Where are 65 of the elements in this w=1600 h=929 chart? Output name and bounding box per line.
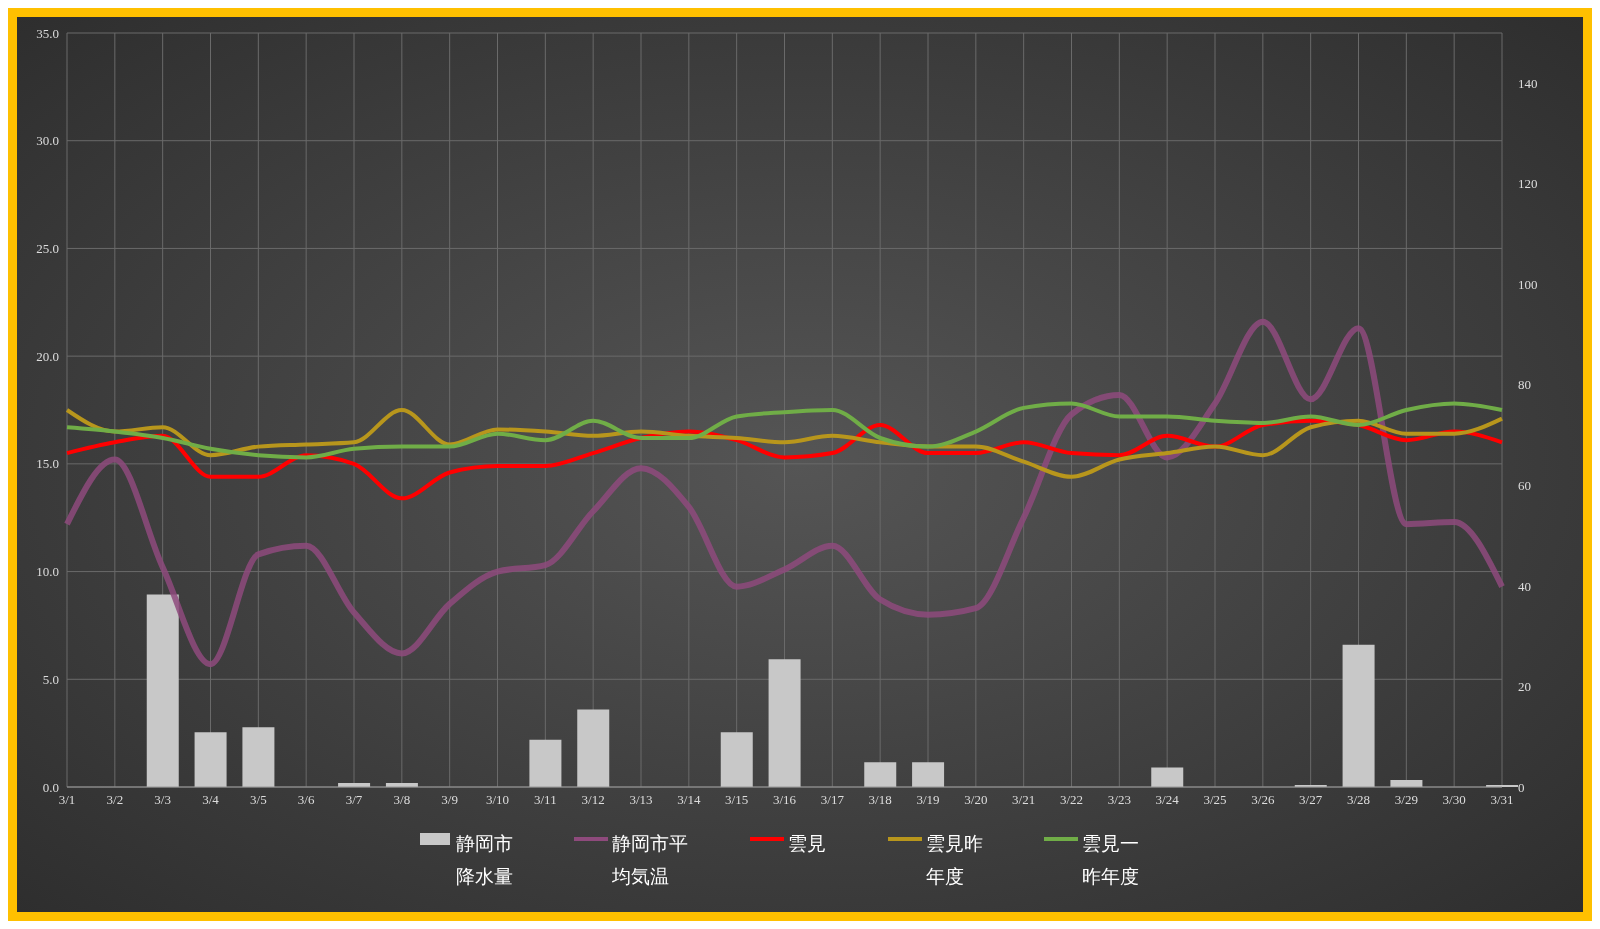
x-tick-label: 3/14 bbox=[677, 792, 701, 808]
x-tick-label: 3/20 bbox=[964, 792, 988, 808]
y-tick-label: 5.0 bbox=[42, 671, 59, 687]
y2-tick-label: 80 bbox=[1518, 377, 1531, 393]
x-tick-label: 3/8 bbox=[393, 792, 411, 808]
x-tick-label: 3/7 bbox=[345, 792, 363, 808]
x-tick-label: 3/22 bbox=[1059, 792, 1084, 808]
y2-tick-label: 140 bbox=[1518, 75, 1538, 91]
x-tick-label: 3/27 bbox=[1299, 792, 1323, 808]
x-tick-label: 3/2 bbox=[106, 792, 124, 808]
bar bbox=[529, 739, 562, 787]
legend-label: 静岡市降水量 bbox=[456, 831, 514, 889]
x-tick-label: 3/3 bbox=[154, 792, 171, 808]
y-tick-label: 10.0 bbox=[36, 564, 59, 580]
x-tick-label: 3/19 bbox=[916, 792, 940, 808]
y2-tick-label: 100 bbox=[1518, 276, 1538, 292]
bar bbox=[720, 732, 753, 787]
legend-label: 静岡市平均気温 bbox=[612, 831, 689, 889]
x-tick-label: 3/28 bbox=[1346, 792, 1371, 808]
x-tick-label: 3/25 bbox=[1203, 792, 1227, 808]
line-series bbox=[65, 401, 1504, 460]
x-tick-label: 3/6 bbox=[297, 792, 315, 808]
bar bbox=[194, 732, 227, 787]
y2-tick-label: 40 bbox=[1518, 578, 1531, 594]
x-tick-label: 3/13 bbox=[629, 792, 653, 808]
y2-tick-label: 120 bbox=[1518, 176, 1538, 192]
x-tick-label: 3/1 bbox=[58, 792, 76, 808]
bar bbox=[146, 594, 179, 787]
y-tick-label: 20.0 bbox=[36, 348, 59, 364]
x-tick-label: 3/9 bbox=[441, 792, 458, 808]
bar bbox=[768, 659, 801, 787]
y2-tick-label: 0 bbox=[1518, 779, 1525, 795]
x-tick-label: 3/11 bbox=[534, 792, 557, 808]
y-tick-label: 25.0 bbox=[36, 241, 59, 257]
line-series bbox=[65, 408, 1504, 479]
x-tick-label: 3/12 bbox=[581, 792, 605, 808]
y-tick-label: 35.0 bbox=[36, 25, 59, 41]
x-tick-label: 3/30 bbox=[1442, 792, 1466, 808]
legend-label: 雲見昨年度 bbox=[926, 831, 984, 889]
bar bbox=[912, 762, 945, 787]
x-tick-label: 3/10 bbox=[485, 792, 510, 808]
x-tick-label: 3/18 bbox=[868, 792, 892, 808]
x-tick-label: 3/15 bbox=[725, 792, 749, 808]
legend-label: 雲見一昨年度 bbox=[1082, 831, 1140, 889]
y-tick-label: 15.0 bbox=[36, 456, 59, 472]
x-tick-label: 3/26 bbox=[1251, 792, 1275, 808]
bar bbox=[242, 727, 275, 787]
bar bbox=[1151, 767, 1184, 787]
x-tick-label: 3/16 bbox=[772, 792, 797, 808]
bar bbox=[1342, 644, 1375, 787]
x-tick-label: 3/21 bbox=[1012, 792, 1036, 808]
y2-tick-label: 60 bbox=[1518, 478, 1531, 494]
x-tick-label: 3/29 bbox=[1394, 792, 1418, 808]
y-tick-label: 30.0 bbox=[36, 133, 59, 149]
y-tick-label: 0.0 bbox=[42, 779, 59, 795]
bar bbox=[864, 762, 897, 787]
x-tick-label: 3/24 bbox=[1155, 792, 1180, 808]
bar bbox=[577, 709, 610, 787]
y2-tick-label: 20 bbox=[1518, 679, 1531, 695]
x-tick-label: 3/5 bbox=[250, 792, 267, 808]
x-tick-label: 3/23 bbox=[1107, 792, 1131, 808]
x-tick-label: 3/4 bbox=[202, 792, 220, 808]
legend-label: 雲見 bbox=[788, 831, 827, 856]
x-tick-label: 3/31 bbox=[1490, 792, 1514, 808]
x-tick-label: 3/17 bbox=[820, 792, 845, 808]
